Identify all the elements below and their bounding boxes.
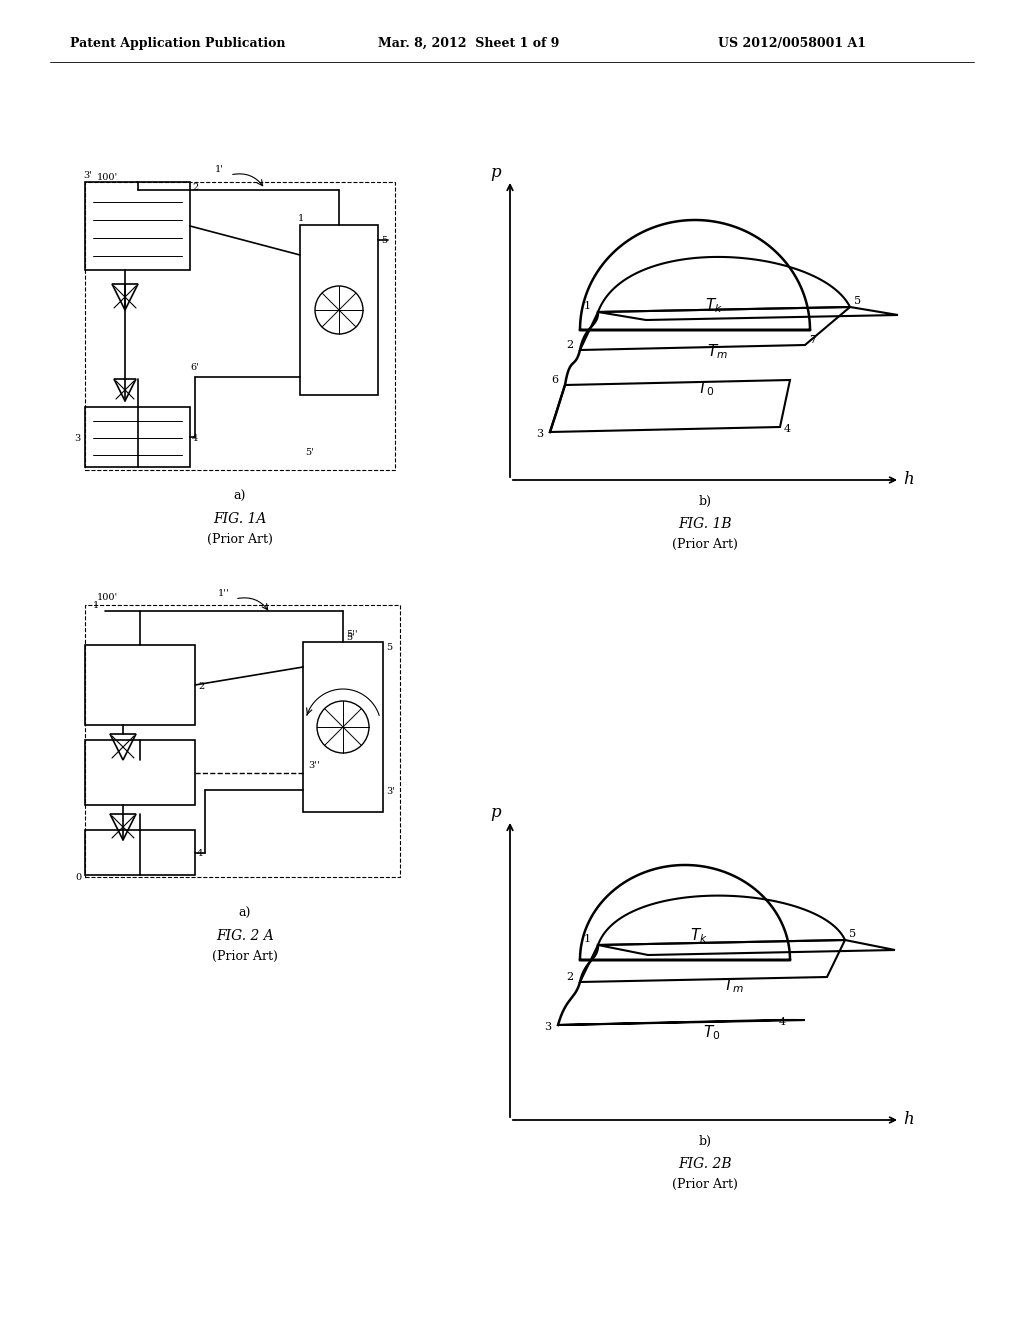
Bar: [85, 182, 190, 271]
Text: $T_m$: $T_m$: [707, 342, 728, 360]
Text: 5: 5: [854, 296, 861, 306]
Text: $T_0$: $T_0$: [697, 379, 715, 397]
Text: h: h: [903, 471, 913, 488]
Text: Patent Application Publication: Patent Application Publication: [70, 37, 286, 50]
Bar: [85, 830, 195, 875]
Text: 6: 6: [551, 375, 558, 385]
Text: 2: 2: [198, 682, 204, 690]
Text: $T_k$: $T_k$: [705, 296, 723, 314]
Text: 7: 7: [809, 335, 816, 345]
Text: 4: 4: [784, 424, 792, 434]
Text: 100': 100': [97, 173, 118, 182]
Bar: [300, 224, 378, 395]
Text: 3: 3: [536, 429, 543, 440]
Text: 1: 1: [93, 601, 99, 610]
Text: 1': 1': [215, 165, 224, 174]
Text: 1'': 1'': [218, 589, 229, 598]
Bar: [303, 642, 383, 812]
Text: 3': 3': [83, 172, 92, 180]
Text: 3'': 3'': [308, 760, 319, 770]
Text: 3: 3: [544, 1022, 551, 1032]
Text: Mar. 8, 2012  Sheet 1 of 9: Mar. 8, 2012 Sheet 1 of 9: [378, 37, 559, 50]
Text: FIG. 1B: FIG. 1B: [678, 517, 732, 531]
Text: 1: 1: [584, 935, 591, 944]
Text: p: p: [490, 164, 502, 181]
Text: 1: 1: [584, 301, 591, 312]
Text: p: p: [490, 804, 502, 821]
Text: 5: 5: [849, 929, 856, 939]
Text: 4: 4: [197, 850, 203, 858]
Text: (Prior Art): (Prior Art): [212, 950, 278, 964]
Bar: [85, 741, 195, 805]
Text: b): b): [698, 1135, 712, 1148]
Text: h: h: [903, 1111, 913, 1129]
Text: 1: 1: [298, 214, 304, 223]
Text: (Prior Art): (Prior Art): [672, 539, 738, 550]
Bar: [85, 407, 190, 467]
Text: 2: 2: [566, 972, 573, 982]
Text: FIG. 1A: FIG. 1A: [213, 512, 266, 525]
Text: 5: 5: [386, 643, 392, 652]
Bar: [85, 182, 395, 470]
Bar: [85, 645, 195, 725]
Text: 5: 5: [381, 236, 387, 246]
Text: 3: 3: [74, 434, 80, 444]
Text: 5': 5': [346, 634, 355, 642]
Text: 0: 0: [75, 873, 81, 882]
Text: $T_0$: $T_0$: [703, 1023, 721, 1041]
Text: 5': 5': [305, 447, 314, 457]
Text: 6': 6': [190, 363, 199, 372]
Text: (Prior Art): (Prior Art): [672, 1177, 738, 1191]
Text: 2: 2: [566, 341, 573, 350]
Text: a): a): [239, 907, 251, 920]
Text: 2: 2: [193, 183, 199, 191]
Bar: [85, 605, 400, 876]
Text: 3': 3': [386, 787, 395, 796]
Text: 5'': 5'': [346, 630, 357, 639]
Text: 4: 4: [193, 434, 199, 444]
Text: US 2012/0058001 A1: US 2012/0058001 A1: [718, 37, 866, 50]
Text: 100': 100': [97, 593, 118, 602]
Text: FIG. 2B: FIG. 2B: [678, 1158, 732, 1171]
Text: 4: 4: [779, 1016, 786, 1027]
Text: $T_k$: $T_k$: [690, 927, 708, 945]
Text: (Prior Art): (Prior Art): [207, 533, 273, 546]
Text: $T_m$: $T_m$: [723, 975, 744, 995]
Text: FIG. 2 A: FIG. 2 A: [216, 929, 273, 942]
Text: a): a): [233, 490, 246, 503]
Text: b): b): [698, 495, 712, 508]
